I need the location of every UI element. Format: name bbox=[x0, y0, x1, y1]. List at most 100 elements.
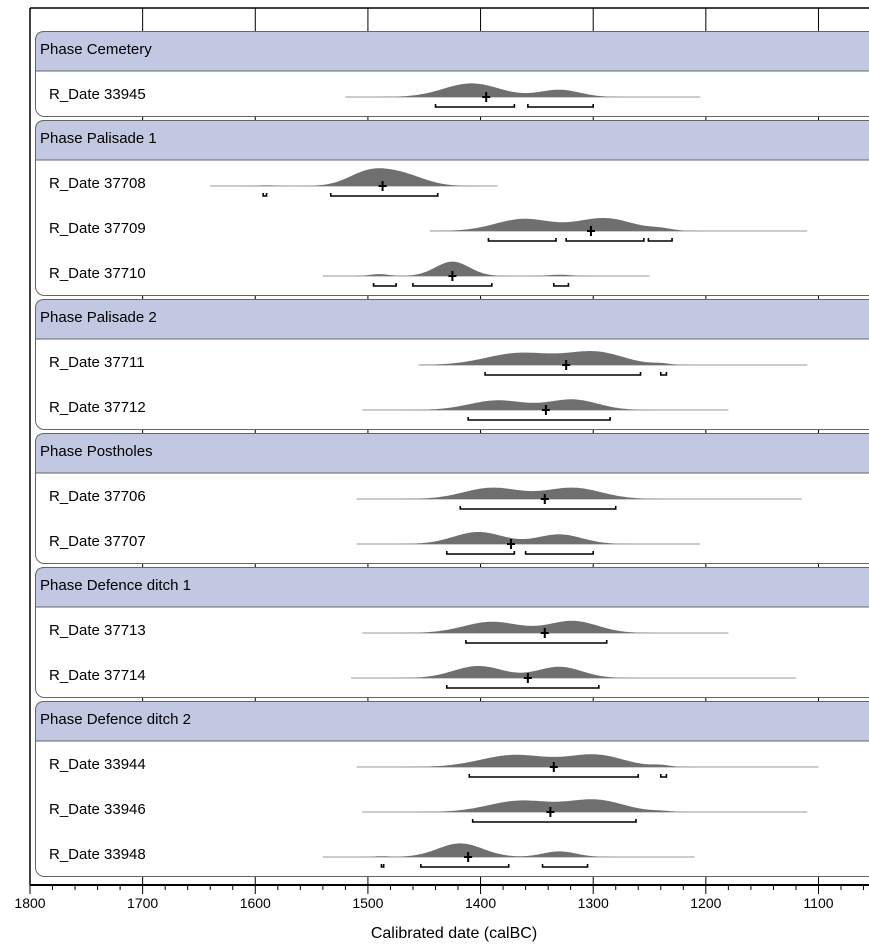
hpd-95-bracket bbox=[647, 238, 673, 242]
median-marker bbox=[448, 271, 457, 281]
probability-distribution bbox=[356, 487, 802, 499]
date-label: R_Date 37709 bbox=[49, 220, 146, 237]
probability-distribution bbox=[210, 168, 498, 186]
phase-label: Phase Defence ditch 2 bbox=[40, 711, 191, 728]
phase-label: Phase Cemetery bbox=[40, 41, 152, 58]
phase-group: Phase Defence ditch 1 R_Date 37713 R_Date … bbox=[35, 567, 869, 698]
median-marker bbox=[378, 181, 387, 191]
date-row: R_Date 33945 bbox=[49, 83, 701, 108]
date-row: R_Date 37707 bbox=[49, 532, 701, 555]
date-label: R_Date 37708 bbox=[49, 175, 146, 192]
tick-label-1400: 1400 bbox=[465, 895, 496, 911]
hpd-95-bracket bbox=[262, 193, 268, 197]
date-row: R_Date 37711 bbox=[49, 351, 808, 376]
date-label: R_Date 37714 bbox=[49, 667, 146, 684]
date-row: R_Date 37709 bbox=[49, 218, 808, 242]
date-label: R_Date 37710 bbox=[49, 265, 146, 282]
date-row: R_Date 37713 bbox=[49, 620, 729, 644]
hpd-95-bracket bbox=[524, 551, 594, 555]
hpd-95-bracket bbox=[541, 864, 589, 868]
phase-group: Phase Cemetery R_Date 33945 bbox=[35, 31, 869, 117]
median-marker bbox=[549, 762, 558, 772]
probability-distribution bbox=[356, 532, 701, 544]
date-row: R_Date 37712 bbox=[49, 399, 729, 421]
phase-group: Phase Defence ditch 2 R_Date 33944 R_Date … bbox=[35, 701, 869, 877]
hpd-95-bracket bbox=[527, 104, 594, 108]
hpd-95-bracket bbox=[412, 283, 493, 287]
hpd-95-bracket bbox=[552, 283, 570, 287]
x-axis: 1800 1700 1600 1500 1400 1300 1200 1100 bbox=[14, 884, 869, 911]
tick-label-1300: 1300 bbox=[578, 895, 609, 911]
phase-label: Phase Postholes bbox=[40, 443, 153, 460]
phase-label: Phase Defence ditch 1 bbox=[40, 577, 191, 594]
tick-label-1800: 1800 bbox=[14, 895, 45, 911]
hpd-95-bracket bbox=[659, 372, 668, 376]
probability-distribution bbox=[362, 399, 729, 410]
date-label: R_Date 37706 bbox=[49, 488, 146, 505]
median-marker bbox=[541, 405, 550, 415]
tick-label-1700: 1700 bbox=[127, 895, 158, 911]
date-label: R_Date 37711 bbox=[49, 354, 145, 371]
median-marker bbox=[546, 807, 555, 817]
phase-header-band bbox=[35, 433, 869, 474]
date-label: R_Date 33948 bbox=[49, 846, 146, 863]
probability-distribution bbox=[351, 666, 796, 678]
date-label: R_Date 37713 bbox=[49, 622, 146, 639]
date-row: R_Date 37708 bbox=[49, 168, 498, 197]
probability-distribution bbox=[356, 754, 819, 767]
x-axis-title: Calibrated date (calBC) bbox=[371, 925, 537, 942]
date-label: R_Date 37707 bbox=[49, 533, 146, 550]
probability-distribution bbox=[362, 799, 808, 812]
phase-header-band bbox=[35, 567, 869, 608]
hpd-95-bracket bbox=[445, 685, 600, 689]
hpd-95-bracket bbox=[468, 774, 640, 778]
date-row: R_Date 33946 bbox=[49, 799, 808, 823]
hpd-95-bracket bbox=[329, 193, 439, 197]
median-marker bbox=[506, 539, 515, 549]
phase-header-band bbox=[35, 701, 869, 742]
hpd-95-bracket bbox=[487, 238, 557, 242]
date-label: R_Date 33946 bbox=[49, 801, 146, 818]
hpd-95-bracket bbox=[380, 864, 385, 868]
probability-distribution bbox=[362, 620, 729, 633]
probability-distribution bbox=[429, 218, 808, 231]
hpd-95-bracket bbox=[467, 417, 611, 421]
hpd-95-bracket bbox=[484, 372, 642, 376]
phase-label: Phase Palisade 1 bbox=[40, 130, 157, 147]
phase-header-band bbox=[35, 299, 869, 340]
median-marker bbox=[523, 673, 532, 683]
tick-label-1200: 1200 bbox=[690, 895, 721, 911]
phase-header-band bbox=[35, 31, 869, 72]
date-label: R_Date 33945 bbox=[49, 86, 146, 103]
hpd-95-bracket bbox=[565, 238, 645, 242]
probability-distribution bbox=[345, 83, 701, 97]
date-row: R_Date 37714 bbox=[49, 666, 796, 689]
hpd-95-bracket bbox=[434, 104, 516, 108]
hpd-95-bracket bbox=[372, 283, 397, 287]
median-marker bbox=[586, 226, 595, 236]
phase-group: Phase Postholes R_Date 37706 R_Date 37707 bbox=[35, 433, 869, 564]
date-row: R_Date 33948 bbox=[49, 843, 695, 868]
date-row: R_Date 37710 bbox=[49, 261, 650, 287]
median-marker bbox=[464, 852, 473, 862]
hpd-95-bracket bbox=[459, 506, 617, 510]
probability-distribution bbox=[418, 351, 808, 365]
hpd-95-bracket bbox=[659, 774, 668, 778]
phase-group: Phase Palisade 1 R_Date 37708 R_Date 37709… bbox=[35, 120, 869, 296]
hpd-95-bracket bbox=[471, 819, 637, 823]
median-marker bbox=[562, 360, 571, 370]
phase-groups: Phase Cemetery R_Date 33945 Phase Palisade… bbox=[35, 31, 869, 877]
date-row: R_Date 37706 bbox=[49, 487, 802, 510]
median-marker bbox=[540, 494, 549, 504]
hpd-95-bracket bbox=[465, 640, 608, 644]
date-label: R_Date 33944 bbox=[49, 756, 146, 773]
hpd-95-bracket bbox=[445, 551, 516, 555]
tick-label-1600: 1600 bbox=[240, 895, 271, 911]
hpd-95-bracket bbox=[420, 864, 510, 868]
phase-label: Phase Palisade 2 bbox=[40, 309, 157, 326]
median-marker bbox=[482, 92, 491, 102]
phase-header-band bbox=[35, 120, 869, 161]
date-row: R_Date 33944 bbox=[49, 754, 819, 778]
date-label: R_Date 37712 bbox=[49, 399, 146, 416]
